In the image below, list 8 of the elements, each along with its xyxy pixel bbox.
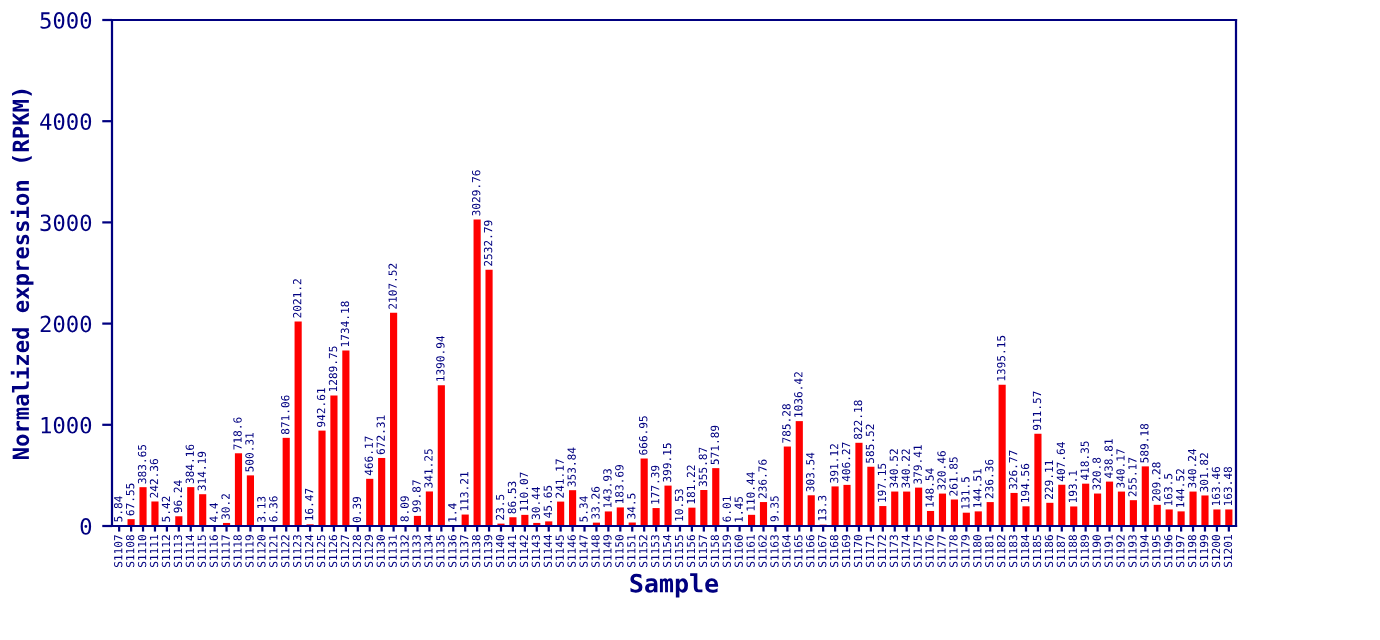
y-tick-label: 1000 bbox=[41, 416, 92, 434]
y-axis-title: Normalized expression (RPKM) bbox=[10, 89, 34, 460]
x-axis-title: Sample bbox=[630, 573, 719, 598]
y-tick-label: 2000 bbox=[40, 315, 92, 333]
y-tick-label: 5000 bbox=[40, 12, 92, 29]
y-tick-label: 0 bbox=[80, 518, 92, 535]
y-tick-label: 4000 bbox=[40, 113, 92, 131]
y-tick-label: 3000 bbox=[40, 214, 92, 232]
